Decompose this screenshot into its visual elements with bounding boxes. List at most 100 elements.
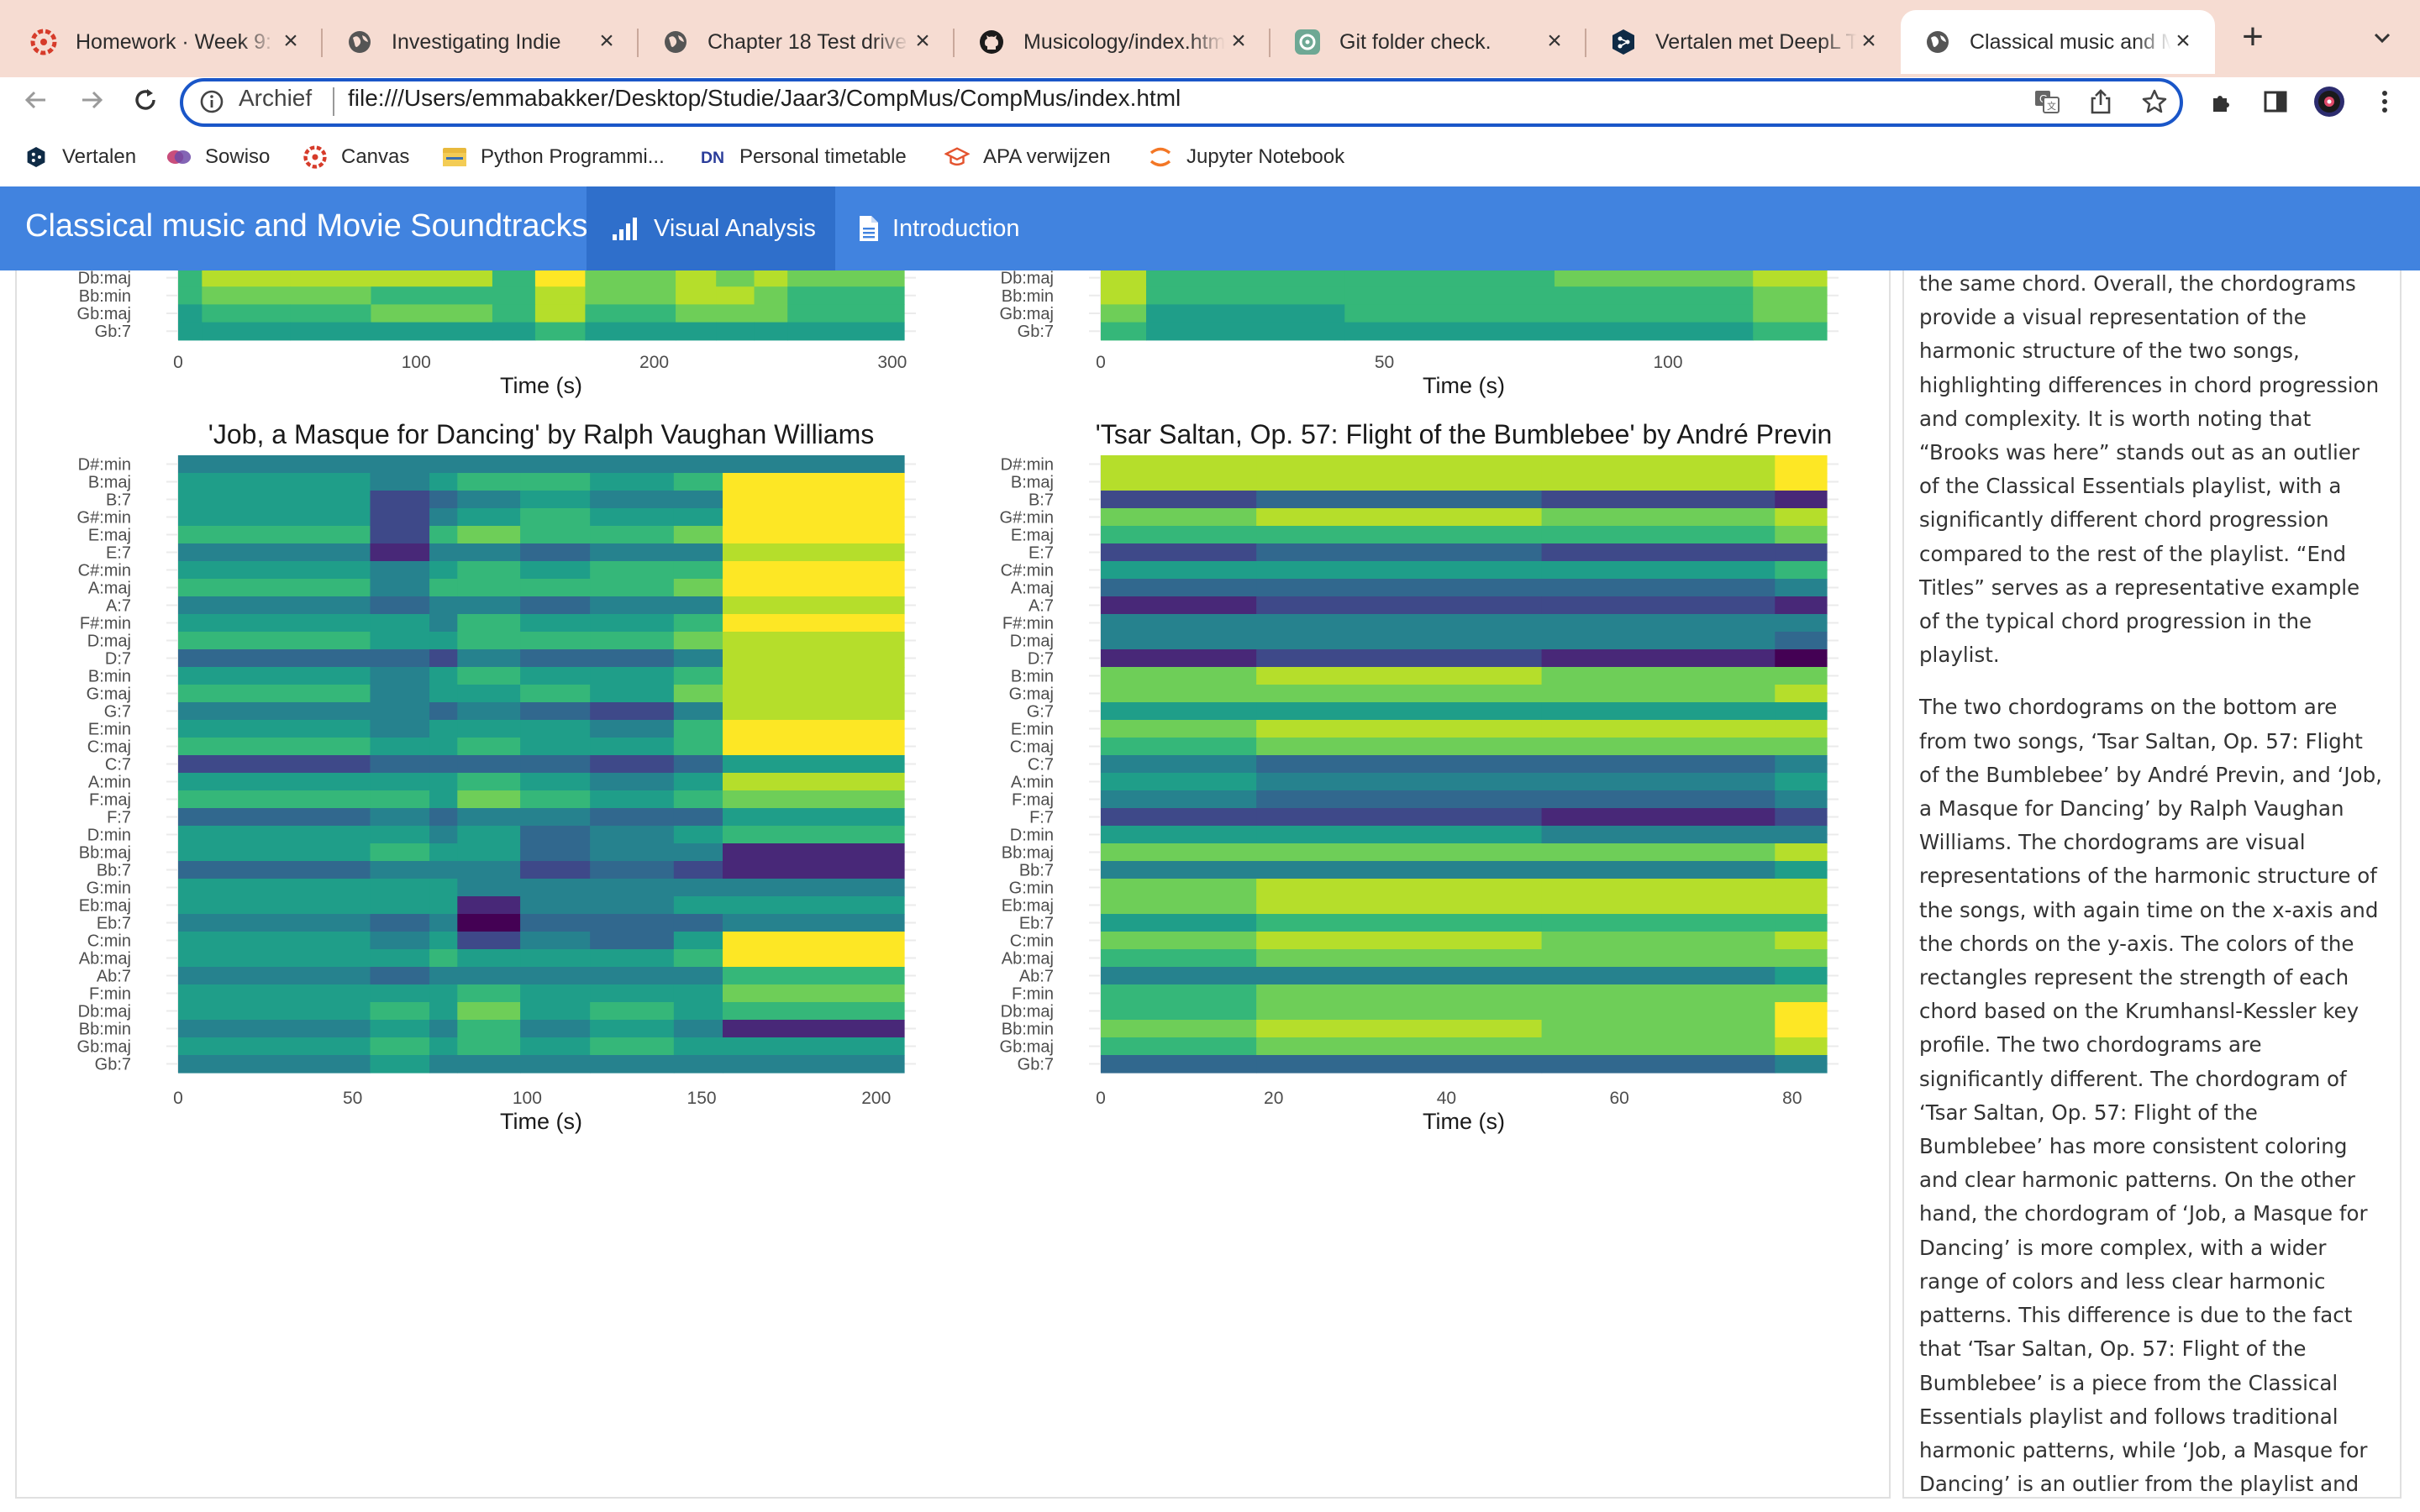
nav-tab-visual-analysis[interactable]: Visual Analysis (587, 186, 835, 270)
bookmark-apa[interactable]: APA verwijzen (944, 144, 1111, 170)
close-tab-icon[interactable]: × (599, 27, 614, 55)
close-tab-icon[interactable]: × (283, 27, 298, 55)
heatmap-cell (723, 843, 905, 862)
heatmap-cell (1775, 1055, 1828, 1074)
share-icon[interactable] (2084, 85, 2118, 118)
y-tick-label: C#:min (1001, 562, 1054, 580)
y-tick-label: D#:min (78, 456, 131, 475)
site-info-icon[interactable] (195, 85, 229, 118)
new-tab-button[interactable]: + (2242, 16, 2264, 57)
heatmap-cell (178, 843, 371, 862)
nav-tab-introduction[interactable]: Introduction (840, 186, 1042, 270)
close-tab-icon[interactable]: × (1547, 27, 1562, 55)
heatmap-cell (1256, 896, 1543, 915)
heatmap-cell (457, 896, 521, 915)
heatmap-cell (673, 861, 723, 879)
heatmap-cell (1101, 596, 1257, 615)
bookmark-jupyter[interactable]: Jupyter Notebook (1148, 144, 1344, 170)
heatmap-cell (429, 473, 458, 491)
close-tab-icon[interactable]: × (915, 27, 930, 55)
bookmark-python[interactable]: Python Programmi... (442, 144, 665, 170)
extensions-icon[interactable] (2205, 85, 2238, 118)
tab-chapter-18[interactable]: Chapter 18 Test drive × (639, 10, 955, 74)
heatmap-cell (1541, 702, 1776, 721)
close-tab-icon[interactable]: × (1861, 27, 1876, 55)
heatmap-cell (723, 738, 905, 756)
bookmark-canvas[interactable]: Canvas (302, 144, 409, 170)
heatmap-cell (178, 879, 371, 897)
tab-musicology[interactable]: Musicology/index.html × (955, 10, 1270, 74)
bar-chart-icon (612, 216, 640, 241)
y-tick-label: B:maj (88, 474, 131, 492)
bookmark-sowiso[interactable]: Sowiso (166, 144, 270, 170)
y-tick-label: Gb:maj (77, 1038, 131, 1057)
bookmark-vertalen[interactable]: Vertalen (24, 144, 136, 170)
y-tick-label: Gb:7 (95, 1056, 131, 1074)
heatmap-cell (520, 526, 591, 544)
heatmap-cell (457, 455, 521, 474)
y-tick-label: F:maj (1012, 791, 1054, 810)
tab-title: Classical music and M (1970, 29, 2171, 54)
more-menu-icon[interactable] (2368, 85, 2402, 118)
app-brand[interactable]: Classical music and Movie Soundtracks (25, 208, 588, 244)
profile-avatar[interactable] (2312, 85, 2346, 118)
tab-separator (321, 29, 323, 57)
heatmap-cell (1541, 826, 1776, 844)
y-tick-label: C:maj (87, 738, 131, 757)
heatmap-cell (1101, 561, 1257, 580)
heatmap-cell (178, 1037, 371, 1056)
reload-button[interactable] (126, 81, 165, 119)
heatmap-cell (1256, 702, 1543, 721)
tab-search-chevron-icon[interactable] (2368, 24, 2396, 52)
heatmap-cell (1256, 1020, 1543, 1038)
heatmap-cell (590, 561, 675, 580)
heatmap-cell (590, 773, 675, 791)
y-tick-label: A:7 (106, 597, 131, 616)
heatmap-cell (370, 755, 430, 774)
heatmap-cell (1541, 526, 1776, 544)
heatmap-cell (178, 561, 371, 580)
url-text[interactable]: file:///Users/emmabakker/Desktop/Studie/… (348, 85, 1181, 111)
heatmap-cell (457, 1037, 521, 1056)
forward-button[interactable] (72, 81, 111, 119)
bookmark-star-icon[interactable] (2138, 85, 2171, 118)
heatmap-cell (1256, 1055, 1543, 1074)
heatmap-cell (370, 790, 430, 809)
y-tick-label: Ab:maj (1002, 950, 1054, 969)
bookmark-timetable[interactable]: DN Personal timetable (701, 144, 907, 170)
heatmap-cell (370, 861, 430, 879)
heatmap-cell (1256, 614, 1543, 633)
heatmap-cell (520, 738, 591, 756)
arrow-right-icon (82, 91, 103, 109)
bookmarks-bar: Vertalen Sowiso Canvas Python Programmi.… (0, 138, 2420, 188)
analysis-sidebar[interactable]: the same chord. Overall, the chordograms… (1902, 270, 2402, 1499)
heatmap-cell (457, 614, 521, 633)
tab-git-folder[interactable]: Git folder check. × (1270, 10, 1586, 74)
tab-investigating-indie[interactable]: Investigating Indie × (323, 10, 639, 74)
heatmap-cell (202, 270, 291, 287)
tab-classical-music[interactable]: Classical music and M × (1901, 10, 2215, 74)
y-tick-label: Gb:maj (1000, 305, 1054, 323)
side-panel-icon[interactable] (2259, 85, 2292, 118)
heatmap-cell (202, 286, 291, 305)
heatmap-cell (723, 455, 905, 474)
heatmap-cell (1753, 270, 1828, 287)
heatmap-cell (429, 1055, 458, 1074)
heatmap-cell (371, 286, 493, 305)
tab-title: Musicology/index.html (1023, 29, 1225, 54)
back-button[interactable] (17, 81, 55, 119)
address-bar[interactable] (180, 78, 2183, 127)
chart-panel[interactable]: Db:maj Bb:min Gb:maj Gb:7 0 100 200 300 Time (s)… (15, 270, 1891, 1499)
heatmap-cell (178, 1055, 371, 1074)
close-tab-icon[interactable]: × (2175, 27, 2191, 55)
tab-homework[interactable]: Homework · Week 9: M × (7, 10, 323, 74)
close-tab-icon[interactable]: × (1231, 27, 1246, 55)
tab-deepl[interactable]: Vertalen met DeepL T × (1586, 10, 1901, 74)
translate-icon[interactable]: G文 (2030, 85, 2064, 118)
heatmap-cell (534, 270, 587, 287)
heatmap-cell (178, 755, 371, 774)
heatmap-cell (673, 649, 723, 668)
y-tick-label: Gb:7 (95, 323, 131, 341)
